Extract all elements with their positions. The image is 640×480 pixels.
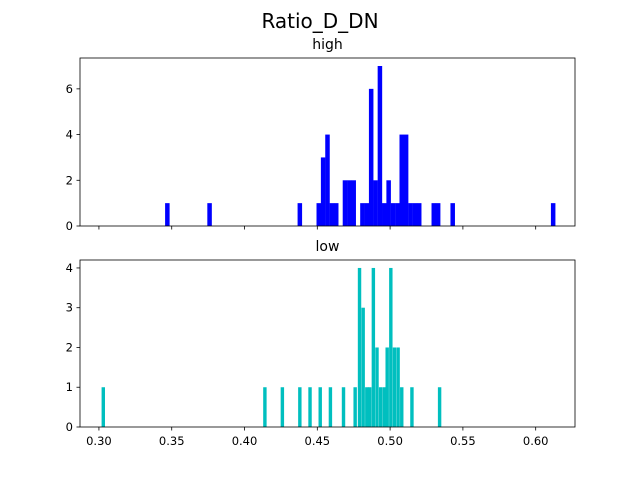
bar-high-17	[386, 180, 391, 226]
bar-low-13	[371, 267, 376, 427]
panel-high-axes: 0 2 4 6	[66, 57, 576, 233]
bar-low-11	[365, 387, 369, 427]
panel-low-axes: 0 1 2 3 4 0.30 0.35 0.40 0.45 0.50 0.55 0.60	[66, 259, 576, 448]
bar-low-12	[368, 387, 372, 427]
bar-low-3	[298, 387, 302, 427]
bar-low-18	[389, 267, 393, 427]
bar-low-23	[437, 387, 442, 427]
bar-low-0	[101, 387, 105, 427]
bar-high-5	[325, 134, 330, 226]
y-tick-label-high-1: 2	[66, 173, 73, 187]
y-tick-label-high-0: 0	[66, 219, 73, 233]
x-tick-label-low-2: 0.40	[232, 434, 258, 448]
bar-high-15	[377, 66, 383, 226]
bar-high-2	[297, 203, 303, 226]
bar-high-18	[390, 203, 396, 226]
bar-high-16	[382, 203, 387, 226]
bar-low-7	[341, 387, 346, 427]
bar-high-7	[333, 203, 339, 226]
panel-high-title: high	[312, 37, 343, 53]
bar-high-23	[412, 203, 418, 226]
bar-high-19	[395, 203, 400, 226]
x-tick-label-low-4: 0.50	[377, 434, 403, 448]
y-tick-label-low-1: 1	[66, 380, 73, 394]
bar-low-2	[280, 387, 285, 427]
x-tick-label-low-5: 0.55	[450, 434, 476, 448]
y-tick-label-high-2: 4	[66, 128, 73, 142]
bar-high-20	[399, 134, 404, 226]
bar-high-1	[207, 203, 212, 226]
y-tick-label-high-3: 6	[66, 82, 73, 96]
bar-low-16	[382, 387, 386, 427]
bar-high-25	[431, 203, 437, 226]
bar-high-8	[342, 180, 348, 226]
bar-low-6	[328, 387, 333, 427]
x-tick-label-low-6: 0.60	[523, 434, 549, 448]
bar-high-10	[351, 180, 356, 226]
x-tick-label-low-0: 0.30	[86, 434, 112, 448]
bar-low-4	[308, 387, 312, 427]
bar-low-9	[357, 267, 362, 427]
axes-frame-high	[79, 57, 576, 227]
bar-low-15	[378, 387, 383, 427]
bar-low-22	[410, 387, 414, 427]
bar-high-22	[408, 203, 413, 226]
bar-low-8	[353, 387, 357, 427]
bar-high-27	[450, 203, 455, 226]
x-tick-label-low-1: 0.35	[159, 434, 185, 448]
bar-high-13	[368, 88, 374, 226]
panel-high-bars	[165, 66, 556, 226]
y-tick-label-low-4: 4	[66, 261, 73, 275]
axes-frame-low	[79, 259, 576, 428]
panel-low-bars	[101, 267, 442, 427]
bar-low-20	[396, 347, 400, 427]
bar-high-28	[550, 203, 556, 226]
x-tick-label-low-3: 0.45	[305, 434, 331, 448]
y-tick-label-low-3: 3	[66, 301, 73, 315]
bar-high-6	[329, 203, 335, 226]
bar-low-17	[385, 347, 389, 427]
bar-high-26	[435, 203, 441, 226]
bar-high-4	[320, 157, 326, 226]
panel-high: high 0 2 4 6	[66, 37, 576, 233]
y-tick-label-low-2: 2	[66, 340, 73, 354]
bar-high-11	[360, 203, 365, 226]
panel-low: low 0 1 2 3 4 0.30 0.35 0.40 0.45 0.50 0.55 0.60	[66, 239, 576, 448]
bar-high-3	[316, 203, 322, 226]
bar-high-21	[403, 134, 409, 226]
bar-high-0	[165, 203, 170, 226]
bar-high-24	[416, 203, 422, 226]
bar-low-19	[392, 347, 397, 427]
bar-low-21	[400, 387, 404, 427]
panel-low-title: low	[316, 239, 340, 255]
bar-low-5	[318, 387, 322, 427]
bar-high-12	[364, 203, 370, 226]
bar-high-9	[347, 180, 352, 226]
bar-low-14	[375, 347, 379, 427]
figure-title: Ratio_D_DN	[261, 9, 378, 33]
bar-high-14	[373, 180, 378, 226]
bar-low-1	[263, 387, 267, 427]
bar-low-10	[361, 307, 365, 427]
y-tick-label-low-0: 0	[66, 420, 73, 434]
